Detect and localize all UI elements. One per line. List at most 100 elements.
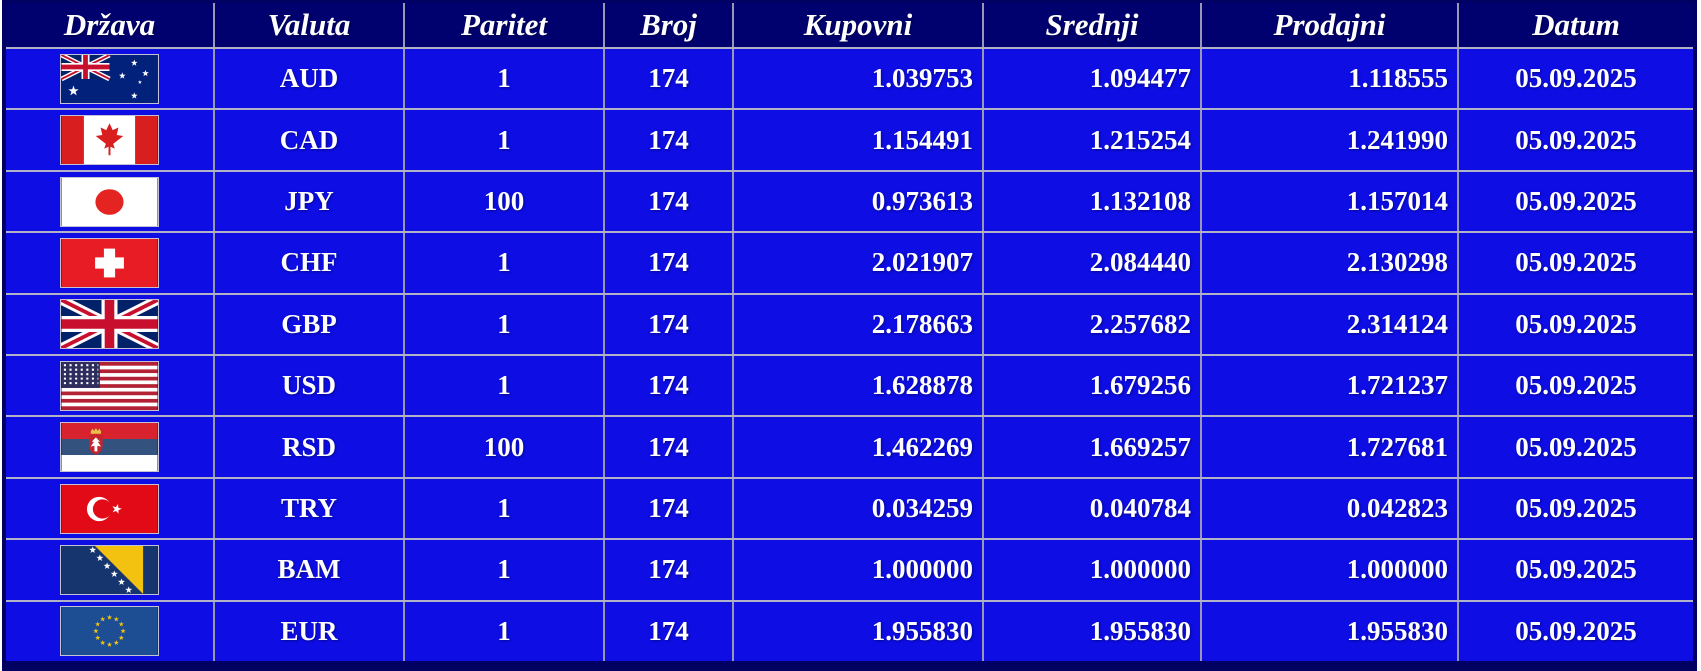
currency-code: CHF xyxy=(215,233,405,293)
switzerland-flag-icon xyxy=(60,237,159,288)
sell-rate: 2.314124 xyxy=(1202,294,1459,355)
list-number: 174 xyxy=(605,417,734,477)
mid-rate: 1.955830 xyxy=(984,601,1202,662)
parity-value: 1 xyxy=(405,478,605,539)
table-row: EUR 1 174 1.955830 1.955830 1.955830 05.… xyxy=(6,599,1693,662)
mid-rate: 1.679256 xyxy=(984,356,1202,416)
sell-rate: 1.727681 xyxy=(1202,417,1459,477)
mid-rate: 1.094477 xyxy=(984,49,1202,109)
country-flag-cell xyxy=(6,110,215,170)
currency-code: EUR xyxy=(215,601,405,662)
country-flag-cell xyxy=(6,171,215,232)
table-header-row: Država Valuta Paritet Broj Kupovni Sredn… xyxy=(6,3,1693,47)
table-row: CAD 1 174 1.154491 1.215254 1.241990 05.… xyxy=(6,108,1693,170)
parity-value: 1 xyxy=(405,49,605,109)
sell-rate: 1.721237 xyxy=(1202,356,1459,416)
buy-rate: 1.000000 xyxy=(734,540,984,600)
table-row: GBP 1 174 2.178663 2.257682 2.314124 05.… xyxy=(6,292,1693,355)
country-flag-cell xyxy=(6,294,215,355)
date-value: 05.09.2025 xyxy=(1515,247,1637,278)
table-row: JPY 100 174 0.973613 1.132108 1.157014 0… xyxy=(6,169,1693,232)
sell-rate: 0.042823 xyxy=(1202,478,1459,539)
country-flag-cell xyxy=(6,601,215,662)
currency-code: BAM xyxy=(215,540,405,600)
buy-rate: 1.955830 xyxy=(734,601,984,662)
mid-rate: 0.040784 xyxy=(984,478,1202,539)
date-value: 05.09.2025 xyxy=(1515,431,1637,462)
country-flag-cell xyxy=(6,478,215,539)
list-number: 174 xyxy=(605,233,734,293)
currency-code: CAD xyxy=(215,110,405,170)
parity-value: 1 xyxy=(405,356,605,416)
header-cell-drzava: Država xyxy=(6,3,215,47)
date-value: 05.09.2025 xyxy=(1515,63,1637,94)
buy-rate: 1.462269 xyxy=(734,417,984,477)
date-value: 05.09.2025 xyxy=(1515,493,1637,524)
list-number: 174 xyxy=(605,110,734,170)
table-row: AUD 1 174 1.039753 1.094477 1.118555 05.… xyxy=(6,47,1693,109)
date-value: 05.09.2025 xyxy=(1515,308,1637,339)
header-cell-kupovni: Kupovni xyxy=(734,3,984,47)
table-row: TRY 1 174 0.034259 0.040784 0.042823 05.… xyxy=(6,476,1693,539)
bosnia-flag-icon xyxy=(60,544,159,595)
country-flag-cell xyxy=(6,49,215,109)
parity-value: 100 xyxy=(405,417,605,477)
currency-code: RSD xyxy=(215,417,405,477)
mid-rate: 2.084440 xyxy=(984,233,1202,293)
header-cell-prodajni: Prodajni xyxy=(1202,3,1459,47)
buy-rate: 1.154491 xyxy=(734,110,984,170)
parity-value: 1 xyxy=(405,540,605,600)
date-value: 05.09.2025 xyxy=(1515,124,1637,155)
buy-rate: 0.973613 xyxy=(734,171,984,232)
mid-rate: 1.000000 xyxy=(984,540,1202,600)
list-number: 174 xyxy=(605,294,734,355)
serbia-flag-icon xyxy=(60,422,159,473)
table-row: USD 1 174 1.628878 1.679256 1.721237 05.… xyxy=(6,354,1693,416)
header-cell-valuta: Valuta xyxy=(215,3,405,47)
turkey-flag-icon xyxy=(60,483,159,534)
australia-flag-icon xyxy=(60,53,159,104)
currency-code: AUD xyxy=(215,49,405,109)
buy-rate: 1.039753 xyxy=(734,49,984,109)
buy-rate: 2.178663 xyxy=(734,294,984,355)
buy-rate: 1.628878 xyxy=(734,356,984,416)
parity-value: 100 xyxy=(405,171,605,232)
sell-rate: 1.955830 xyxy=(1202,601,1459,662)
list-number: 174 xyxy=(605,171,734,232)
parity-value: 1 xyxy=(405,601,605,662)
header-cell-broj: Broj xyxy=(605,3,734,47)
list-number: 174 xyxy=(605,49,734,109)
currency-code: USD xyxy=(215,356,405,416)
list-number: 174 xyxy=(605,601,734,662)
date-value: 05.09.2025 xyxy=(1515,554,1637,585)
country-flag-cell xyxy=(6,540,215,600)
sell-rate: 1.000000 xyxy=(1202,540,1459,600)
united-kingdom-flag-icon xyxy=(60,299,159,350)
mid-rate: 1.669257 xyxy=(984,417,1202,477)
table-row: RSD 100 174 1.462269 1.669257 1.727681 0… xyxy=(6,415,1693,477)
currency-code: TRY xyxy=(215,478,405,539)
list-number: 174 xyxy=(605,540,734,600)
country-flag-cell xyxy=(6,233,215,293)
exchange-rate-table: Država Valuta Paritet Broj Kupovni Sredn… xyxy=(6,3,1693,662)
sell-rate: 2.130298 xyxy=(1202,233,1459,293)
date-value: 05.09.2025 xyxy=(1515,186,1637,217)
eu-flag-icon xyxy=(60,606,159,657)
japan-flag-icon xyxy=(60,176,159,227)
mid-rate: 1.215254 xyxy=(984,110,1202,170)
table-row: BAM 1 174 1.000000 1.000000 1.000000 05.… xyxy=(6,538,1693,600)
header-cell-srednji: Srednji xyxy=(984,3,1202,47)
table-row: CHF 1 174 2.021907 2.084440 2.130298 05.… xyxy=(6,231,1693,293)
parity-value: 1 xyxy=(405,233,605,293)
buy-rate: 0.034259 xyxy=(734,478,984,539)
currency-code: GBP xyxy=(215,294,405,355)
list-number: 174 xyxy=(605,356,734,416)
parity-value: 1 xyxy=(405,294,605,355)
parity-value: 1 xyxy=(405,110,605,170)
header-cell-paritet: Paritet xyxy=(405,3,605,47)
currency-code: JPY xyxy=(215,171,405,232)
canada-flag-icon xyxy=(60,115,159,166)
list-number: 174 xyxy=(605,478,734,539)
date-value: 05.09.2025 xyxy=(1515,370,1637,401)
buy-rate: 2.021907 xyxy=(734,233,984,293)
